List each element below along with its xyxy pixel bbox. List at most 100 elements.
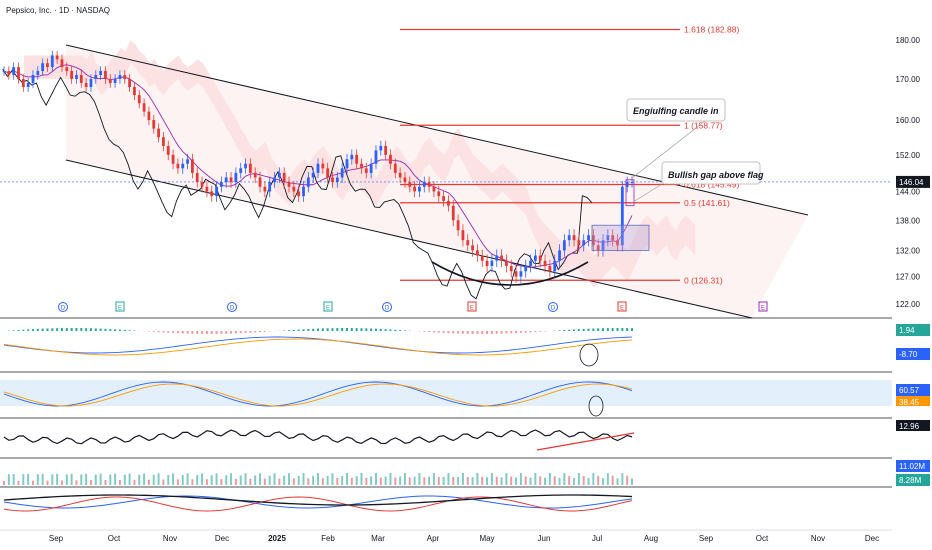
macd-histogram-bar xyxy=(355,328,358,331)
candle-body xyxy=(79,74,83,83)
candle-body xyxy=(340,168,344,178)
price-tick-label: 144.00 xyxy=(896,187,921,196)
engulfing-callout-pointer xyxy=(631,120,706,179)
candle-body xyxy=(321,163,325,169)
macd-histogram-bar xyxy=(123,329,126,331)
volume-bar xyxy=(75,480,78,485)
time-tick-label: Oct xyxy=(756,534,769,543)
volume-bar xyxy=(519,473,522,485)
candle-body xyxy=(234,172,238,183)
volume-bar xyxy=(399,476,402,485)
candle-body xyxy=(65,67,69,72)
candle-body xyxy=(355,154,359,164)
macd-histogram-bar xyxy=(529,331,532,333)
cup-arc xyxy=(431,261,589,286)
candle-body xyxy=(123,74,127,79)
volume-bar xyxy=(432,473,435,485)
candle-body xyxy=(166,145,170,155)
macd-histogram-bar xyxy=(621,328,624,331)
candle-body xyxy=(393,163,397,173)
value-badge-text: -8.70 xyxy=(899,350,918,359)
volume-bar xyxy=(22,474,25,485)
candle-body xyxy=(200,182,204,187)
candle-body xyxy=(331,177,334,183)
volume-bar xyxy=(147,479,150,485)
macd-histogram-bar xyxy=(167,331,170,333)
macd-histogram-bar xyxy=(350,328,353,331)
volume-bar xyxy=(157,473,160,485)
candle-body xyxy=(490,260,494,266)
candle-body xyxy=(302,186,305,197)
macd-histogram-bar xyxy=(75,328,78,331)
macd-histogram-bar xyxy=(186,331,189,334)
volume-bar xyxy=(17,480,20,485)
fib-level-label: 1 (158.77) xyxy=(684,120,723,130)
candle-body xyxy=(447,200,450,206)
volume-bar xyxy=(365,477,368,485)
macd-histogram-bar xyxy=(597,328,600,331)
event-marker-box xyxy=(758,301,768,312)
candle-body xyxy=(364,168,368,173)
macd-histogram-bar xyxy=(220,331,223,334)
macd-histogram-bar xyxy=(147,331,150,332)
volume-bar xyxy=(230,473,233,485)
macd-histogram-bar xyxy=(345,328,348,331)
candle-body xyxy=(316,163,320,173)
volume-bar xyxy=(336,477,339,485)
candle-body xyxy=(398,172,402,178)
volume-bar xyxy=(196,475,199,485)
gap-callout-pointer xyxy=(629,183,663,205)
volume-bar xyxy=(268,475,271,485)
value-badge-bg xyxy=(896,396,930,408)
volume-bar xyxy=(461,473,464,485)
event-marker-box xyxy=(617,301,627,312)
macd-histogram-bar xyxy=(457,331,460,334)
candle-body xyxy=(480,255,484,261)
candle-body xyxy=(12,67,16,75)
engulfing-callout-box xyxy=(626,98,726,122)
macd-histogram-bar xyxy=(259,331,262,333)
volume-bar xyxy=(273,473,276,485)
candle-body xyxy=(7,71,11,75)
candle-body xyxy=(476,250,479,256)
volume-bar xyxy=(70,473,73,485)
value-badge-text: 38.45 xyxy=(899,398,920,407)
candle-body xyxy=(471,245,474,251)
volume-bar xyxy=(302,473,305,485)
macd-histogram-bar xyxy=(539,331,542,332)
volume-bar xyxy=(602,478,605,485)
volume-bar xyxy=(128,473,131,485)
value-badge: 60.57 xyxy=(896,384,930,396)
macd-histogram-bar xyxy=(587,328,590,331)
oscillator-band xyxy=(0,380,892,406)
macd-histogram-bar xyxy=(471,331,474,334)
flag-box xyxy=(591,224,650,251)
event-marker-label: E xyxy=(620,306,624,312)
macd-histogram-bar xyxy=(225,331,228,334)
macd-histogram-bar xyxy=(254,331,257,333)
event-marker-label: E xyxy=(118,306,122,312)
value-badge: 0.00 xyxy=(896,431,930,443)
candle-body xyxy=(46,63,49,68)
time-tick-label: Sep xyxy=(49,534,64,543)
candle-body xyxy=(533,255,537,261)
volume-bar xyxy=(181,475,184,485)
volume-bar xyxy=(394,477,397,485)
volume-bar xyxy=(138,474,141,485)
volume-bar xyxy=(428,476,431,485)
fib-level-label: 0.618 (145.49) xyxy=(684,179,739,189)
candle-body xyxy=(21,78,25,87)
macd-histogram-bar xyxy=(152,331,155,332)
volume-bar xyxy=(495,476,498,485)
macd-histogram-bar xyxy=(360,328,363,331)
volume-bar xyxy=(283,475,286,485)
candle-body xyxy=(224,177,228,183)
volume-bar xyxy=(234,478,237,485)
value-badge-bg xyxy=(896,384,930,396)
oscillator-circle xyxy=(588,395,604,417)
value-badge-bg xyxy=(896,366,930,378)
macd-histogram-bar xyxy=(99,328,102,331)
volume-bar xyxy=(355,476,358,485)
channel-lower-line xyxy=(65,159,753,319)
